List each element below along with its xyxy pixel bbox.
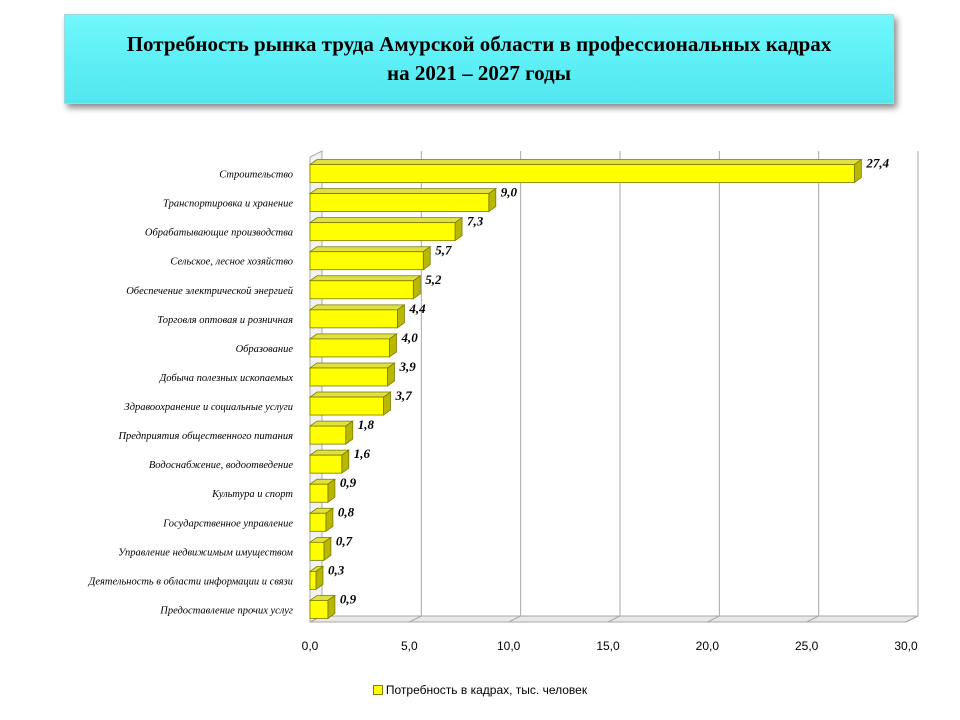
- chart-legend: Потребность в кадрах, тыс. человек: [0, 683, 960, 697]
- bar-top: [308, 391, 392, 398]
- bar: [309, 600, 329, 619]
- bar: [309, 425, 347, 445]
- bar-top: [308, 246, 432, 253]
- chart-title-box: Потребность рынка труда Амурской области…: [64, 14, 894, 104]
- data-label: 0,9: [340, 475, 357, 490]
- data-label: 0,9: [340, 591, 357, 606]
- bar-top: [308, 188, 498, 194]
- floor-gridline: [905, 615, 919, 623]
- x-tick-label: 10,0: [497, 639, 521, 653]
- chart-title: Потребность рынка труда Амурской области…: [126, 32, 832, 85]
- category-label: Сельское, лесное хозяйство: [170, 257, 293, 268]
- category-label: Образование: [236, 344, 294, 355]
- data-label: 4,4: [408, 301, 426, 316]
- bar: [309, 367, 388, 387]
- category-label: Государственное управление: [162, 518, 293, 529]
- data-label: 1,6: [354, 446, 371, 461]
- bar: [309, 454, 343, 474]
- bar: [309, 338, 390, 358]
- category-label: Водоснабжение, водоотведение: [149, 460, 293, 471]
- category-label: Обрабатывающие производства: [145, 228, 293, 239]
- bar: [309, 541, 325, 561]
- bar-top: [308, 217, 464, 224]
- legend-label: Потребность в кадрах, тыс. человек: [385, 683, 588, 697]
- bar: [309, 251, 424, 271]
- bar: [309, 396, 384, 416]
- floor-gridline: [508, 615, 521, 623]
- x-tick-label: 0,0: [302, 639, 319, 653]
- data-label: 5,7: [435, 243, 452, 258]
- category-label: Обеспечение электрической энергией: [126, 286, 294, 297]
- data-label: 9,0: [501, 185, 518, 200]
- floor-gridline: [707, 615, 720, 623]
- bar-top: [308, 275, 422, 282]
- category-label: Здравоохранение и социальные услуги: [124, 402, 293, 413]
- data-label: 0,7: [336, 533, 353, 548]
- bar: [309, 193, 490, 212]
- data-label: 0,3: [328, 562, 345, 577]
- legend-swatch: [372, 685, 383, 695]
- data-label: 27,4: [865, 156, 889, 171]
- data-label: 7,3: [467, 214, 484, 229]
- category-label: Торговля оптовая и розничная: [157, 315, 293, 326]
- category-label: Деятельность в области информации и связ…: [88, 576, 293, 587]
- category-label: Предприятия общественного питания: [117, 431, 293, 442]
- category-label: Строительство: [219, 170, 293, 181]
- bar: [309, 164, 855, 183]
- category-label: Культура и спорт: [211, 489, 293, 500]
- bar-top: [308, 362, 396, 369]
- data-label: 3,9: [398, 359, 416, 374]
- floor-gridline: [409, 615, 422, 623]
- bar: [309, 280, 414, 300]
- bar: [309, 571, 317, 590]
- bar: [309, 309, 398, 329]
- x-tick-label: 30,0: [894, 639, 918, 653]
- data-label: 5,2: [425, 272, 442, 287]
- floor-gridline: [607, 615, 621, 623]
- category-label: Транспортировка и хранение: [163, 199, 293, 210]
- data-label: 0,8: [338, 504, 355, 519]
- category-label: Управление недвижимым имуществом: [118, 547, 293, 558]
- bar-top: [308, 304, 406, 311]
- bar: [309, 222, 456, 242]
- bar-top: [308, 333, 398, 340]
- floor-gridline: [806, 615, 819, 623]
- data-label: 1,8: [358, 417, 375, 432]
- category-label: Предоставление прочих услуг: [159, 605, 293, 616]
- bar: [309, 512, 327, 532]
- category-label: Добыча полезных ископаемых: [159, 373, 294, 384]
- bar-top: [308, 159, 863, 165]
- bar: [309, 483, 329, 503]
- data-label: 3,7: [395, 388, 413, 403]
- x-tick-label: 15,0: [596, 639, 620, 653]
- data-label: 4,0: [400, 330, 418, 345]
- x-tick-label: 5,0: [401, 639, 418, 653]
- x-tick-label: 25,0: [795, 639, 819, 653]
- x-tick-label: 20,0: [696, 639, 720, 653]
